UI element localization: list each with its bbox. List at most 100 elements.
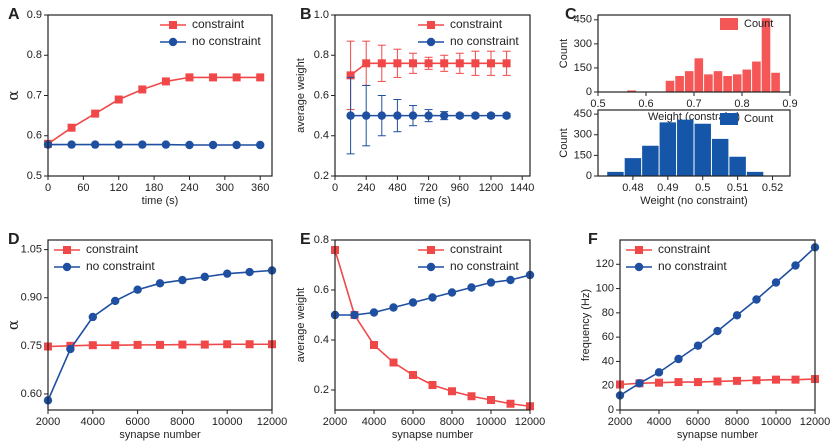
legend-swatch xyxy=(720,113,738,125)
x-tick-label: 0 xyxy=(45,182,51,194)
y-tick-label: 0.90 xyxy=(21,292,42,304)
marker xyxy=(200,272,209,282)
legend-label: no constraint xyxy=(450,34,519,48)
bar xyxy=(642,145,659,176)
legend-swatch xyxy=(720,18,738,30)
y-tick-label: 0.6 xyxy=(27,130,42,142)
marker xyxy=(428,293,437,302)
x-tick-label: 0.48 xyxy=(622,182,643,194)
marker xyxy=(791,375,800,384)
x-axis-label: synapse number xyxy=(119,429,201,441)
bar xyxy=(677,119,694,176)
panel-label: E xyxy=(300,231,311,248)
marker xyxy=(168,37,178,47)
y-tick-label: 0 xyxy=(586,86,592,98)
marker xyxy=(635,246,643,254)
marker xyxy=(67,123,76,132)
y-tick-label: 0.60 xyxy=(21,388,42,400)
x-tick-label: 8000 xyxy=(170,416,194,428)
x-tick-label: 2000 xyxy=(323,416,347,428)
panel-label: C xyxy=(565,6,577,23)
x-axis-label: synapse number xyxy=(392,429,474,441)
bar xyxy=(761,18,771,92)
marker xyxy=(502,59,511,68)
x-axis-label: synapse number xyxy=(677,429,759,441)
marker xyxy=(223,340,232,349)
bar xyxy=(729,156,746,176)
x-tick-label: 6000 xyxy=(401,416,425,428)
x-tick-label: 300 xyxy=(216,182,234,194)
marker xyxy=(346,71,355,80)
marker xyxy=(486,278,496,287)
bar xyxy=(694,123,711,176)
marker xyxy=(209,73,218,82)
marker xyxy=(67,140,76,149)
marker xyxy=(377,111,386,120)
y-tick-label: 0.9 xyxy=(27,9,42,21)
y-tick-label: 150 xyxy=(574,62,592,74)
y-tick-label: 0.7 xyxy=(27,89,42,101)
marker xyxy=(506,399,515,408)
marker xyxy=(713,377,722,386)
y-axis-label: α xyxy=(4,320,22,330)
legend-label: no constraint xyxy=(658,259,727,273)
marker xyxy=(161,140,171,149)
bar xyxy=(624,158,642,176)
marker xyxy=(427,246,435,254)
marker xyxy=(471,59,480,68)
line xyxy=(48,269,272,401)
bar xyxy=(713,71,723,92)
marker xyxy=(389,303,398,312)
marker xyxy=(694,378,702,387)
y-tick-label: 1.0 xyxy=(314,9,329,21)
marker xyxy=(791,261,800,270)
marker xyxy=(91,109,100,118)
marker xyxy=(506,275,515,285)
y-tick-label: 0.5 xyxy=(27,170,42,182)
marker xyxy=(440,59,449,68)
bar xyxy=(675,75,684,92)
y-tick-label: 0 xyxy=(586,170,592,182)
panel-label: A xyxy=(8,6,20,23)
marker xyxy=(161,77,170,86)
marker xyxy=(428,381,437,389)
marker xyxy=(635,379,644,388)
x-tick-label: 720 xyxy=(419,182,437,194)
marker xyxy=(156,340,164,349)
x-tick-label: 2000 xyxy=(608,416,632,428)
y-axis-label: average weight xyxy=(295,288,307,363)
marker xyxy=(448,387,456,396)
panel-label: F xyxy=(588,231,598,248)
marker xyxy=(377,59,386,68)
bar xyxy=(659,122,677,176)
y-tick-label: 0.6 xyxy=(314,89,329,101)
panel-label: D xyxy=(8,231,20,248)
x-tick-label: 120 xyxy=(110,182,128,194)
x-tick-label: 4000 xyxy=(647,416,671,428)
bar xyxy=(607,171,624,176)
plot-frame xyxy=(334,14,531,177)
marker xyxy=(455,59,464,68)
marker xyxy=(771,278,781,287)
y-tick-label: 150 xyxy=(574,149,592,161)
bar xyxy=(704,74,713,92)
legend-label: constraint xyxy=(450,17,503,31)
marker xyxy=(487,59,495,68)
legend-label: no constraint xyxy=(86,259,155,273)
x-tick-label: 8000 xyxy=(440,416,464,428)
y-tick-label: 450 xyxy=(574,14,592,26)
y-tick-label: 0.2 xyxy=(314,170,329,182)
marker xyxy=(90,140,100,149)
bar xyxy=(665,80,675,92)
marker xyxy=(487,396,495,404)
bar xyxy=(752,61,761,92)
marker xyxy=(185,140,194,150)
marker xyxy=(178,340,187,349)
marker xyxy=(427,21,435,29)
bar xyxy=(742,69,752,92)
marker xyxy=(114,95,123,104)
plot-frame xyxy=(47,239,273,411)
marker xyxy=(393,59,402,68)
marker xyxy=(502,111,511,120)
